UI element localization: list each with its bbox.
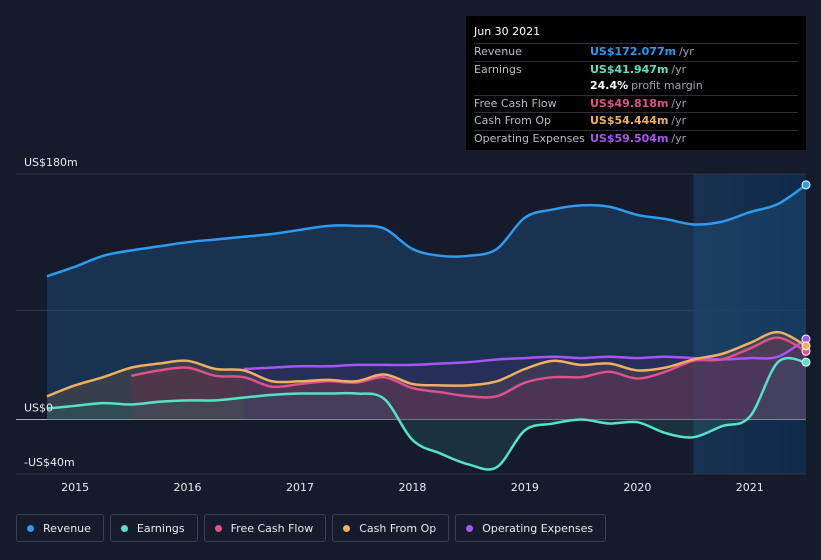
legend-label: Free Cash Flow <box>230 521 314 535</box>
tooltip-row-unit: /yr <box>671 114 687 128</box>
legend-item-cash-from-op[interactable]: Cash From Op <box>332 514 450 542</box>
legend-label: Cash From Op <box>359 521 437 535</box>
tooltip-row-value: US$54.444m <box>590 114 669 128</box>
legend-item-operating-expenses[interactable]: Operating Expenses <box>455 514 607 542</box>
tooltip-row: 24.4% profit margin <box>474 78 798 95</box>
y-tick-label: US$0 <box>24 401 53 414</box>
legend-label: Operating Expenses <box>482 521 594 535</box>
x-tick-label: 2017 <box>286 481 314 494</box>
tooltip-row-label: Free Cash Flow <box>474 96 557 110</box>
tooltip-row-label <box>474 78 590 95</box>
x-tick-label: 2016 <box>174 481 202 494</box>
legend-dot-icon <box>466 524 474 532</box>
y-tick-label: -US$40m <box>24 456 75 469</box>
line-free-cash-flow <box>131 336 807 399</box>
x-tick-label: 2021 <box>736 481 764 494</box>
endpoint-revenue <box>801 180 811 190</box>
legend-dot-icon <box>27 524 34 532</box>
tooltip-row-label: Revenue <box>474 45 522 58</box>
x-tick-label: 2020 <box>623 481 651 494</box>
x-tick-label: 2019 <box>511 481 539 494</box>
tooltip-row-unit: /yr <box>671 62 687 76</box>
tooltip-row: Operating Expenses US$59.504m/yr <box>474 129 798 148</box>
tooltip-row: Free Cash Flow US$49.818m/yr <box>474 94 798 113</box>
tooltip-row-unit: profit margin <box>631 79 703 93</box>
tooltip-row: Cash From Op US$54.444m/yr <box>474 112 798 130</box>
legend-item-revenue[interactable]: Revenue <box>16 514 104 542</box>
line-earnings <box>46 356 807 471</box>
tooltip-row-value: 24.4% <box>590 79 629 93</box>
legend-item-free-cash-flow[interactable]: Free Cash Flow <box>203 514 327 542</box>
tooltip-row-value: US$49.818m <box>590 96 669 110</box>
area-free-cash-flow <box>131 337 807 420</box>
endpoint-earnings <box>801 357 811 367</box>
x-tick-label: 2018 <box>398 481 426 494</box>
tooltip-row-value: US$172.077m <box>590 45 677 58</box>
y-tick-label: US$180m <box>24 156 78 169</box>
x-tick-label: 2015 <box>61 481 89 494</box>
area-revenue <box>47 184 806 420</box>
tooltip-row-unit: /yr <box>679 45 694 58</box>
tooltip-row-value: US$59.504m <box>590 131 669 145</box>
tooltip-row: Revenue US$172.077m/yr <box>474 43 798 61</box>
legend-dot-icon <box>343 524 351 532</box>
tooltip-row-label: Earnings <box>474 62 522 76</box>
legend-label: Earnings <box>136 521 185 535</box>
tooltip-row-unit: /yr <box>671 96 687 110</box>
line-cash-from-op <box>46 330 807 398</box>
tooltip-row-label: Operating Expenses <box>474 131 585 145</box>
tooltip-date: Jun 30 2021 <box>474 25 541 38</box>
tooltip-row: Earnings US$41.947m/yr <box>474 60 798 79</box>
tooltip-row-unit: /yr <box>671 131 687 145</box>
tooltip-row-value: US$41.947m <box>590 62 669 76</box>
legend-item-earnings[interactable]: Earnings <box>109 514 198 542</box>
chart-tooltip: Jun 30 2021 Revenue US$172.077m/yr Earning… <box>466 16 806 150</box>
legend-label: Revenue <box>43 521 91 535</box>
legend-dot-icon <box>214 524 222 532</box>
line-revenue <box>46 183 807 278</box>
endpoint-cash-from-op <box>801 341 811 351</box>
legend-dot-icon <box>120 524 128 532</box>
chart-legend: Revenue Earnings Free Cash Flow Cash From O… <box>16 514 607 542</box>
tooltip-row-label: Cash From Op <box>474 114 552 128</box>
